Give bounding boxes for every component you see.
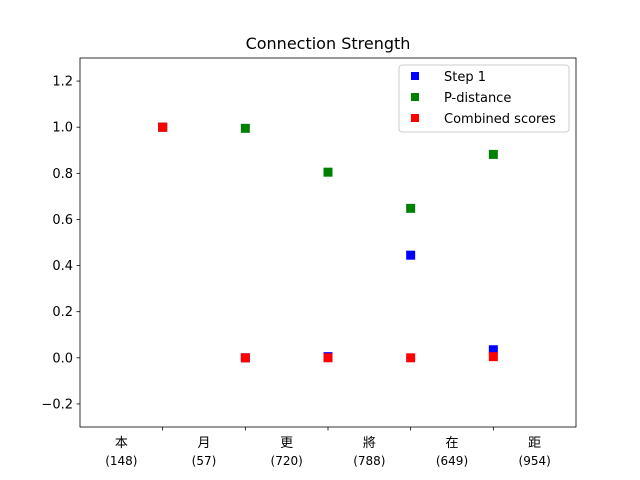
data-point-series-2 bbox=[323, 167, 333, 177]
plot-frame bbox=[79, 57, 577, 428]
x-tick-label-char: 在 bbox=[445, 436, 458, 451]
data-point-series-2 bbox=[406, 203, 416, 213]
legend: Step 1 P-distance Combined scores bbox=[398, 64, 570, 133]
data-point-series-2 bbox=[240, 123, 250, 133]
x-axis: 本 (148) 月 (57) 更 (720) 將 (788) 在 (649) 距 (954) bbox=[105, 427, 551, 468]
data-point-series-3 bbox=[240, 353, 250, 363]
x-tick-label-count: (57) bbox=[192, 454, 217, 468]
data-point-series-1 bbox=[488, 345, 498, 355]
legend-label: Step 1 bbox=[444, 70, 486, 85]
y-tick-label: 1.2 bbox=[52, 75, 73, 90]
y-tick-label: 1.0 bbox=[52, 121, 73, 136]
y-tick-label: 0.0 bbox=[52, 351, 73, 366]
data-point-series-3 bbox=[158, 122, 168, 132]
y-axis: −0.2 0.0 0.2 0.4 0.6 0.8 1.0 1.2 bbox=[41, 75, 80, 412]
x-tick-label-count: (954) bbox=[519, 454, 551, 468]
y-tick-label: −0.2 bbox=[41, 397, 73, 412]
legend-marker bbox=[411, 72, 419, 80]
y-tick-label: 0.8 bbox=[52, 167, 73, 182]
y-tick-label: 0.6 bbox=[52, 213, 73, 228]
x-tick-label-char: 距 bbox=[528, 436, 541, 451]
data-point-series-3 bbox=[488, 352, 498, 362]
x-tick-label-count: (720) bbox=[271, 454, 303, 468]
legend-marker bbox=[411, 93, 419, 101]
x-tick-label-char: 更 bbox=[280, 436, 293, 451]
chart-title: Connection Strength bbox=[246, 34, 411, 53]
y-tick-label: 0.4 bbox=[52, 259, 73, 274]
legend-label: P-distance bbox=[444, 91, 511, 106]
data-points bbox=[158, 122, 498, 363]
x-tick-label-char: 將 bbox=[363, 436, 376, 451]
y-tick-label: 0.2 bbox=[52, 305, 73, 320]
data-point-series-3 bbox=[406, 353, 416, 363]
x-tick-label-count: (148) bbox=[105, 454, 137, 468]
x-tick-label-char: 本 bbox=[115, 436, 128, 451]
x-tick-label-char: 月 bbox=[197, 436, 210, 451]
x-tick-label-count: (788) bbox=[353, 454, 385, 468]
data-point-series-1 bbox=[406, 250, 416, 260]
legend-label: Combined scores bbox=[444, 112, 556, 127]
data-point-series-2 bbox=[488, 149, 498, 159]
legend-box bbox=[398, 64, 570, 133]
x-tick-label-count: (649) bbox=[436, 454, 468, 468]
legend-marker bbox=[411, 114, 419, 122]
data-point-series-3 bbox=[323, 353, 333, 363]
